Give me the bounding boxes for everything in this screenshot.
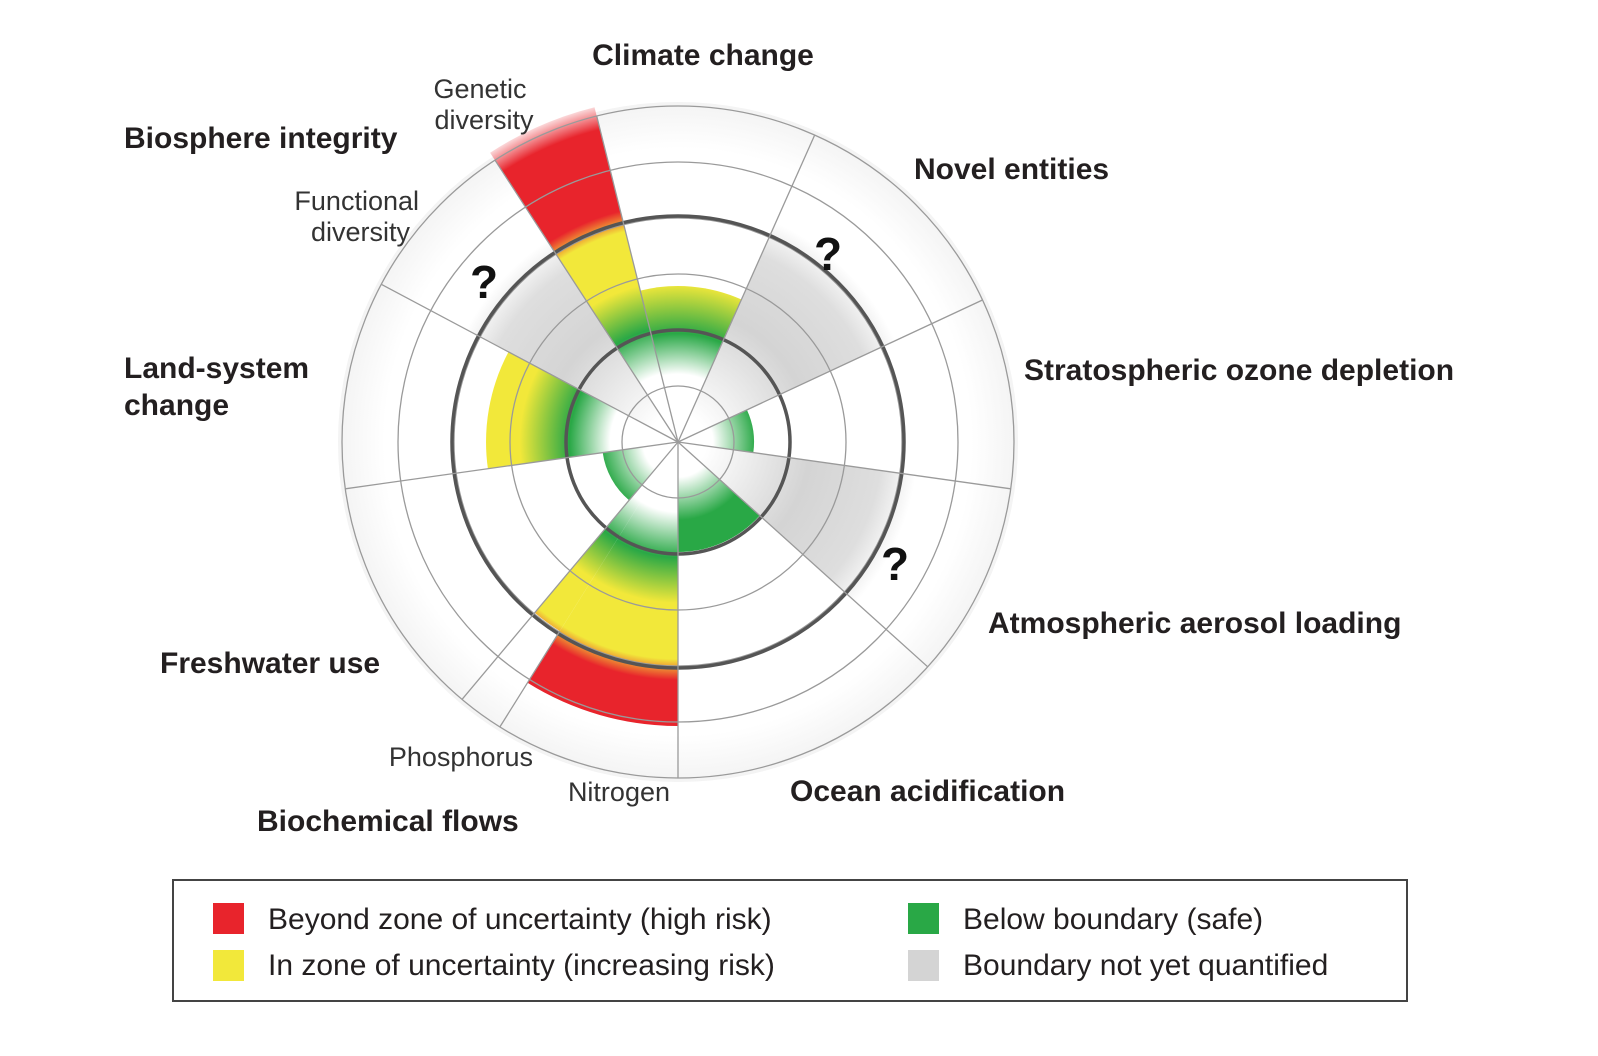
grid-spoke-phosphorus-nitrogen xyxy=(499,630,561,728)
grid-spoke-9 xyxy=(380,283,679,443)
wedge-ozone-depletion xyxy=(678,409,755,453)
grid-spoke-2 xyxy=(677,134,816,443)
wedge-phosphorus xyxy=(534,442,678,632)
label-nitrogen: Nitrogen xyxy=(568,777,670,807)
legend-frame xyxy=(172,879,1408,1002)
wedge-aerosol-loading xyxy=(678,442,916,603)
legend-label-not-quantified: Boundary not yet quantified xyxy=(963,949,1328,982)
label-functional-diversity-line2: diversity xyxy=(311,217,411,247)
label-genetic-diversity-line1: Genetic xyxy=(433,74,526,104)
legend-label-high-risk: Beyond zone of uncertainty (high risk) xyxy=(268,903,772,936)
novel-entities-question-mark: ? xyxy=(814,228,842,280)
label-novel-entities: Novel entities xyxy=(914,153,1109,186)
diagram-grid xyxy=(341,105,1015,779)
label-biochemical-flows: Biochemical flows xyxy=(257,805,519,838)
label-freshwater-use: Freshwater use xyxy=(160,647,380,680)
label-land-system-line1: Land-system xyxy=(124,352,309,385)
legend: Beyond zone of uncertainty (high risk) I… xyxy=(172,879,1408,1002)
wedge-novel-entities xyxy=(678,222,896,442)
grid-spoke-1 xyxy=(596,115,679,443)
legend-swatch-increasing-risk xyxy=(213,950,244,981)
boundary-wedges xyxy=(466,107,916,726)
wedge-nitrogen xyxy=(527,442,678,726)
label-genetic-diversity-line2: diversity xyxy=(434,105,534,135)
wedge-functional-diversity xyxy=(466,240,678,442)
grid-spoke-10 xyxy=(494,159,679,443)
grid-spoke-5 xyxy=(677,441,929,668)
label-aerosol-loading: Atmospheric aerosol loading xyxy=(988,607,1401,640)
grid-spoke-7 xyxy=(461,441,679,700)
wedge-genetic-diversity xyxy=(490,107,678,442)
label-climate-change: Climate change xyxy=(592,39,814,72)
label-ocean-acidification: Ocean acidification xyxy=(790,775,1065,808)
legend-swatch-safe xyxy=(908,903,939,934)
grid-spoke-8 xyxy=(345,441,679,490)
wedge-ocean-acidification xyxy=(678,442,760,552)
label-phosphorus: Phosphorus xyxy=(389,742,533,772)
functional-diversity-question-mark: ? xyxy=(470,256,498,308)
label-ozone-depletion: Stratospheric ozone depletion xyxy=(1024,354,1454,387)
wedge-freshwater-use xyxy=(602,442,678,501)
label-biosphere-integrity: Biosphere integrity xyxy=(124,122,398,155)
legend-swatch-not-quantified xyxy=(908,950,939,981)
wedge-land-system-change xyxy=(486,351,678,469)
legend-swatch-high-risk xyxy=(213,903,244,934)
grid-spoke-3 xyxy=(677,299,983,443)
label-land-system-line2: change xyxy=(124,389,229,422)
legend-label-safe: Below boundary (safe) xyxy=(963,903,1263,936)
wedge-climate-change xyxy=(640,285,742,442)
aerosol-question-mark: ? xyxy=(881,538,909,590)
legend-label-increasing-risk: In zone of uncertainty (increasing risk) xyxy=(268,949,775,982)
label-functional-diversity-line1: Functional xyxy=(294,186,419,216)
grid-spoke-4 xyxy=(677,441,1011,490)
